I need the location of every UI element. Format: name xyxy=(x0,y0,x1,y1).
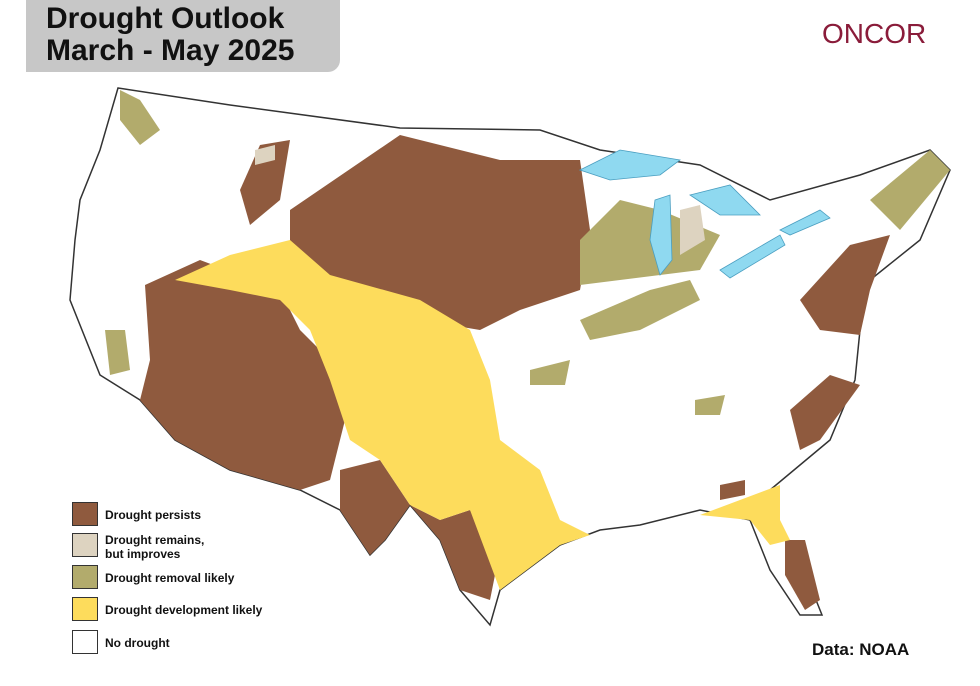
source: Data: NOAA xyxy=(812,640,910,659)
legend-label: Drought remains, xyxy=(105,533,205,547)
drought-improves-regions xyxy=(255,145,705,255)
great-lakes xyxy=(578,149,831,279)
title: March - May 2025 xyxy=(46,34,295,67)
title: Drought Outlook xyxy=(46,2,285,35)
legend-label: Drought development likely xyxy=(105,603,263,617)
legend-label: No drought xyxy=(105,636,170,650)
legend-swatch xyxy=(72,533,98,557)
legend-label: Drought persists xyxy=(105,508,202,522)
drought-persists-regions xyxy=(140,135,890,610)
legend-swatch xyxy=(72,502,98,526)
legend-label: Drought removal likely xyxy=(105,571,235,585)
legend-swatch xyxy=(72,630,98,654)
logo: ONCOR xyxy=(822,18,927,49)
legend-swatch xyxy=(72,565,98,589)
legend-label: but improves xyxy=(105,547,181,561)
title-box xyxy=(26,0,340,72)
drought-development-regions xyxy=(175,240,790,590)
legend-swatch xyxy=(72,597,98,621)
